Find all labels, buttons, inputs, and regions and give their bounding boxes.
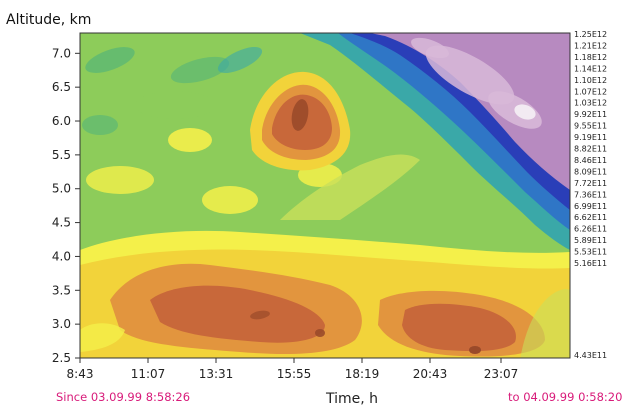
colorbar-label: 6.99E11 [574,202,607,211]
y-tick-label: 3.5 [52,283,71,297]
y-tick-label: 4.5 [52,216,71,230]
heatmap-cell [514,104,536,120]
colorbar-label: 4.43E11 [574,351,607,360]
heatmap-cell [86,166,154,194]
heatmap-cell [82,115,118,135]
y-tick-label: 2.5 [52,351,71,365]
heatmap-region [370,33,570,190]
colorbar-label: 9.19E11 [574,133,607,142]
heatmap-cell [411,37,449,59]
heatmap-cell [250,310,270,320]
colorbar-label: 7.72E11 [574,179,607,188]
y-tick-label: 5.5 [52,148,71,162]
to-label: to 04.09.99 0:58:20 [508,390,622,404]
colorbar-label: 8.09E11 [574,167,607,176]
x-tick-label: 15:55 [277,367,312,381]
heatmap-region [80,323,125,352]
colorbar-label: 1.18E12 [574,53,607,62]
colorbar-label: 5.16E11 [574,259,607,268]
heatmap-cell [425,45,515,105]
x-tick-label: 8:43 [67,367,94,381]
colorbar-label: 7.36E11 [574,190,607,199]
colorbar-label: 9.92E11 [574,110,607,119]
heatmap-region [150,285,325,343]
since-label: Since 03.09.99 8:58:26 [56,390,190,404]
heatmap-cell [135,91,215,119]
x-tick-label: 11:07 [131,367,166,381]
x-tick-label: 18:19 [345,367,380,381]
colorbar-labels: 1.25E12 1.21E12 1.18E12 1.14E12 1.10E12 1.07E… [574,30,607,360]
heatmap-cell [315,329,325,337]
heatmap-cell [217,46,263,74]
heatmap-cells [80,33,570,358]
heatmap-cell [85,47,135,73]
plot-frame [79,32,571,359]
heatmap-cell [170,56,230,84]
x-axis-label: Time, h [325,391,378,407]
heatmap-region [520,289,570,358]
colorbar-label: 1.10E12 [574,76,607,85]
heatmap-plot-area [80,33,570,358]
y-tick-label: 5.0 [52,182,71,196]
heatmap-cell [168,128,212,152]
x-ticks: 8:43 11:07 13:31 15:55 18:19 20:43 23:07 [67,358,519,381]
colorbar-label: 1.25E12 [574,30,607,39]
colorbar-label: 8.46E11 [574,156,607,165]
x-tick-label: 23:07 [484,367,519,381]
y-axis-label: Altitude, km [6,12,91,28]
colorbar-label: 8.82E11 [574,145,607,154]
heatmap-cell [202,186,258,214]
x-tick-label: 13:31 [199,367,234,381]
y-tick-label: 3.0 [52,317,71,331]
y-ticks: 2.5 3.0 3.5 4.0 4.5 5.0 5.5 6.0 6.5 7.0 [52,46,80,365]
colorbar-label: 1.14E12 [574,64,607,73]
y-tick-label: 6.5 [52,80,71,94]
x-tick-label: 20:43 [413,367,448,381]
colorbar-label: 1.03E12 [574,99,607,108]
heatmap-region [402,303,516,352]
y-tick-label: 4.0 [52,249,71,263]
heatmap-region [280,154,420,220]
y-tick-label: 6.0 [52,114,71,128]
y-tick-label: 7.0 [52,46,71,60]
colorbar-label: 5.53E11 [574,248,607,257]
heatmap-cell [291,99,309,131]
colorbar-label: 6.26E11 [574,225,607,234]
heatmap-cell [469,346,481,354]
colorbar-label: 6.62E11 [574,213,607,222]
colorbar-label: 1.21E12 [574,41,607,50]
colorbar-label: 9.55E11 [574,122,607,131]
colorbar-label: 1.07E12 [574,87,607,96]
colorbar-label: 5.89E11 [574,236,607,245]
